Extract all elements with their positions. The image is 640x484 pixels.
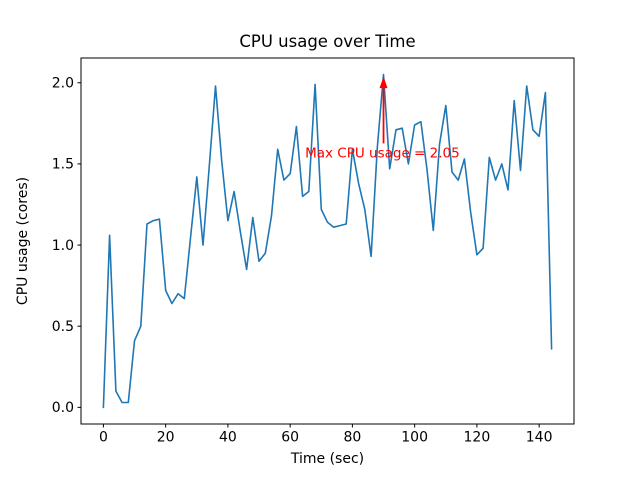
plot-border [80,57,575,425]
x-tick-label: 0 [99,430,108,446]
y-tick-label: 0.0 [52,400,74,416]
chart-title: CPU usage over Time [239,32,415,51]
y-axis-ticks: 0.0 0.5 1.0 1.5 2.0 [52,76,81,416]
y-tick-label: 1.0 [52,238,74,254]
x-tick-label: 120 [464,430,491,446]
x-axis-label: Time (sec) [290,451,364,467]
y-tick-label: 1.5 [52,157,74,173]
x-tick-label: 100 [401,430,428,446]
x-axis-ticks: 0 20 40 60 80 100 120 140 [99,424,553,446]
annotation-text: Max CPU usage = 2.05 [305,145,460,161]
y-tick-label: 2.0 [52,76,74,92]
y-tick-label: 0.5 [52,319,74,335]
x-tick-label: 40 [219,430,237,446]
x-tick-label: 20 [157,430,175,446]
x-tick-label: 80 [343,430,361,446]
x-tick-label: 140 [526,430,553,446]
max-annotation: Max CPU usage = 2.05 [305,76,460,161]
annotation-arrow-head-icon [379,76,388,89]
x-tick-label: 60 [281,430,299,446]
cpu-usage-line [102,73,553,409]
y-axis-label: CPU usage (cores) [15,177,31,305]
